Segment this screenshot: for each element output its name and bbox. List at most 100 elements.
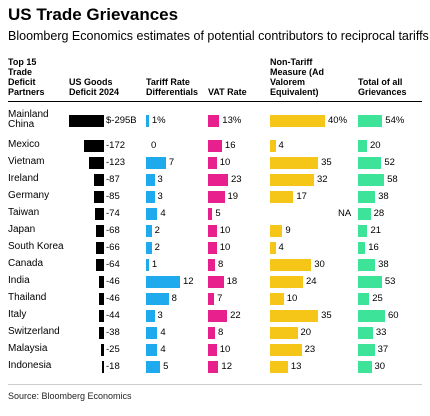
tariff-value: 5 xyxy=(163,361,169,372)
header-ntm: Non-Tariff Measure (Ad Valorem Equivalen… xyxy=(270,57,324,97)
vat-bar xyxy=(208,140,222,152)
deficit-value: -46 xyxy=(106,293,120,304)
tariff-bar xyxy=(146,225,152,237)
tariff-value: 12 xyxy=(183,276,194,287)
total-value: 60 xyxy=(388,310,399,321)
ntm-bar xyxy=(270,191,294,203)
tariff-value: 4 xyxy=(160,208,166,219)
header-total-line: Total of all xyxy=(358,77,403,87)
source-note: Source: Bloomberg Economics xyxy=(8,391,132,401)
table-row: South Korea -66 2 10 4 16 xyxy=(0,239,430,256)
header-ntm-line: Non-Tariff xyxy=(270,57,313,67)
tariff-bar xyxy=(146,344,158,356)
tariff-value: 1 xyxy=(151,259,158,270)
ntm-value: 30 xyxy=(314,259,325,270)
total-bar xyxy=(358,140,367,152)
total-value: 28 xyxy=(373,208,385,219)
deficit-bar xyxy=(96,259,104,271)
vat-value: 19 xyxy=(227,191,239,202)
country-label: Mexico xyxy=(8,140,40,150)
total-bar xyxy=(358,344,375,356)
vat-bar xyxy=(208,310,228,322)
deficit-value: -85 xyxy=(106,191,120,202)
header-ntm-line: Equivalent) xyxy=(270,87,319,97)
total-bar xyxy=(358,242,366,254)
header-tariff-line: Differentials xyxy=(146,87,199,97)
header-ntm-line: Valorem xyxy=(270,77,306,87)
total-value: 30 xyxy=(374,361,386,372)
vat-value: 18 xyxy=(226,276,238,287)
chart-title: US Trade Grievances xyxy=(8,5,179,24)
country-label: Canada xyxy=(8,259,43,269)
ntm-value: 4 xyxy=(278,242,284,253)
tariff-bar xyxy=(146,115,149,127)
total-bar xyxy=(358,327,373,339)
ntm-bar xyxy=(270,140,276,152)
country-label-line: Vietnam xyxy=(8,156,45,167)
vat-value: 22 xyxy=(230,310,241,321)
country-label-line: India xyxy=(8,275,30,286)
vat-bar xyxy=(208,259,215,271)
vat-bar xyxy=(208,293,215,305)
vat-bar xyxy=(208,208,213,220)
country-label-line: Taiwan xyxy=(8,207,40,218)
deficit-value: -66 xyxy=(106,242,120,253)
tariff-value: 3 xyxy=(157,310,163,321)
table-row: Malaysia -25 4 10 23 37 xyxy=(0,341,430,358)
country-label-line: Switzerland xyxy=(8,326,60,337)
country-label: Thailand xyxy=(8,293,46,303)
vat-bar xyxy=(208,157,217,169)
deficit-bar xyxy=(99,327,104,339)
ntm-bar xyxy=(270,115,325,127)
country-label: Indonesia xyxy=(8,361,51,371)
total-value: 52 xyxy=(384,157,395,168)
country-label-line: Malaysia xyxy=(8,343,48,354)
tariff-value: 2 xyxy=(154,225,160,236)
ntm-bar xyxy=(270,344,302,356)
vat-value: 8 xyxy=(217,327,224,338)
table-row: India -46 12 18 24 53 xyxy=(0,273,430,290)
total-bar xyxy=(358,293,370,305)
vat-bar xyxy=(208,361,219,373)
deficit-bar xyxy=(69,115,104,127)
country-label: Taiwan xyxy=(8,208,39,218)
vat-value: 23 xyxy=(231,174,242,185)
deficit-value: -18 xyxy=(106,361,120,372)
tariff-bar xyxy=(146,259,149,271)
deficit-value: -64 xyxy=(106,259,120,270)
country-label: India xyxy=(8,276,30,286)
country-label-line: Japan xyxy=(8,224,36,235)
total-value: 21 xyxy=(370,225,382,236)
header-total: Total of all Grievances xyxy=(358,77,407,97)
country-label-line: Ireland xyxy=(8,173,39,184)
ntm-value: 23 xyxy=(304,344,316,355)
tariff-value: 0 xyxy=(151,140,157,151)
table-row: Vietnam -123 7 10 35 52 xyxy=(0,154,430,171)
table-row: Taiwan -74 4 5 NA 28 xyxy=(0,205,430,222)
header-rule xyxy=(8,101,422,102)
vat-bar xyxy=(208,225,217,237)
ntm-bar xyxy=(270,293,284,305)
deficit-value: -68 xyxy=(106,225,120,236)
table-row: Thailand -46 8 7 10 25 xyxy=(0,290,430,307)
ntm-bar xyxy=(270,259,312,271)
table-row: Canada -64 1 8 30 38 xyxy=(0,256,430,273)
header-deficit-line: US Goods xyxy=(69,77,113,87)
country-label: Italy xyxy=(8,310,26,320)
ntm-bar xyxy=(270,242,276,254)
country-label-line: Mainland xyxy=(8,109,49,120)
header-vat-line: VAT Rate xyxy=(208,87,247,97)
deficit-value: $-295B xyxy=(106,115,137,126)
deficit-bar xyxy=(96,242,104,254)
tariff-bar xyxy=(146,191,155,203)
deficit-value: -25 xyxy=(106,344,120,355)
vat-value: 10 xyxy=(219,157,231,168)
deficit-bar xyxy=(95,225,104,237)
ntm-value: 32 xyxy=(317,174,328,185)
vat-value: 10 xyxy=(219,344,231,355)
header-partners-line: Deficit xyxy=(8,77,36,87)
ntm-bar xyxy=(270,276,303,288)
country-label-line: South Korea xyxy=(8,241,64,252)
deficit-bar xyxy=(83,140,104,152)
tariff-bar xyxy=(146,157,166,169)
